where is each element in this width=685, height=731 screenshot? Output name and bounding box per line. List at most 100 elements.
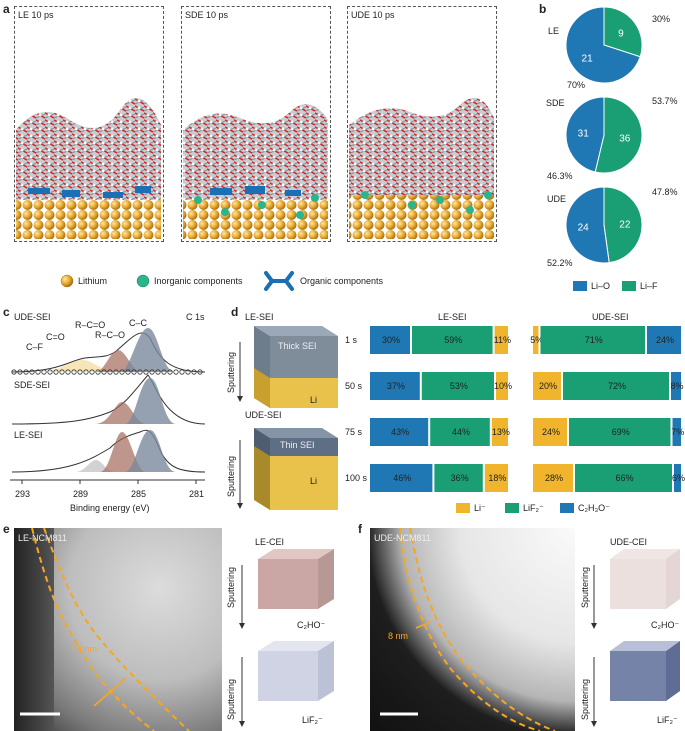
tof-cube-bot-text: Thin SEI <box>280 440 315 450</box>
bar-segment-le <box>496 372 508 400</box>
bar-value-le: 30% <box>382 335 400 345</box>
xps-data-point <box>53 369 59 375</box>
cei-title-le: LE-CEI <box>255 537 285 547</box>
xps-data-point <box>59 369 65 375</box>
xps-data-point <box>41 369 47 375</box>
md-snapshots <box>16 97 494 239</box>
md-box-ude: UDE 10 ps <box>347 6 497 242</box>
md-box-label: LE 10 ps <box>18 10 54 20</box>
xps-data-point <box>143 369 149 375</box>
pie-value-li-o: 24 <box>578 222 590 233</box>
bar-segment-le <box>370 326 410 354</box>
bar-segment-le <box>370 372 420 400</box>
pie-pct-sde-f: 53.7% <box>652 96 678 106</box>
bar-segment-le <box>491 418 508 446</box>
tem-overlay-ude <box>380 528 556 731</box>
legend-swatch-li-f <box>622 281 636 291</box>
pie-pct-le-f: 30% <box>652 14 671 24</box>
xps-tick: 281 <box>189 489 205 499</box>
xps-data-point <box>173 369 179 375</box>
cei-cubes-ude <box>591 549 680 727</box>
xps-data-point <box>191 369 197 375</box>
bar-segment-ude <box>533 326 539 354</box>
xps-data-point <box>77 369 83 375</box>
cei-cube1-label-le: C₂HO⁻ <box>297 620 326 630</box>
xps-spectra <box>10 328 206 484</box>
bar-value-ude: 20% <box>539 381 557 391</box>
legend-li-o: Li–O <box>591 281 611 291</box>
cei-cube2-label-ude: LiF₂⁻ <box>657 715 678 725</box>
cei-cubes-le <box>239 549 334 727</box>
stacked-bar-chart: 1 s 30% 59% 11% 5% 71% 24% 50 s 37% 53% 10% 20% 72% 8… <box>345 326 685 492</box>
bar-segment-ude <box>647 326 681 354</box>
xps-spectrum-le: LE-SEI <box>14 430 43 440</box>
bar-segment-le <box>494 326 508 354</box>
md-box-sde: SDE 10 ps <box>181 6 331 242</box>
bar-segment-ude <box>533 372 561 400</box>
xps-data-point <box>83 369 89 375</box>
xps-label-rco: R–C–O <box>95 330 126 340</box>
pie-label-le: LE <box>548 26 560 36</box>
bar-value-ude: 8% <box>670 381 683 391</box>
pie-pct-sde-o: 46.3% <box>547 171 573 181</box>
bar-segment-ude <box>569 418 671 446</box>
bar-value-ude: 24% <box>542 427 560 437</box>
cei-cube2-label-le: LiF₂⁻ <box>302 715 323 725</box>
bar-segment-le <box>370 464 433 492</box>
md-box-label: UDE 10 ps <box>351 10 395 20</box>
bar-value-le: 18% <box>488 473 506 483</box>
panel-letter-c: c <box>3 305 10 319</box>
pie-value-li-f: 9 <box>618 29 624 40</box>
tem-overlay-le <box>20 528 190 731</box>
organic-molecule-icon <box>264 271 294 291</box>
xps-data-point <box>35 369 41 375</box>
bar-value-ude: 5% <box>530 335 543 345</box>
pie-slice-li-f <box>594 96 643 174</box>
pie-slice-li-f <box>603 6 643 58</box>
pie-value-li-f: 36 <box>619 133 631 144</box>
bar-value-le: 43% <box>391 427 409 437</box>
cei-sputtering-le-1: Sputtering <box>226 566 236 608</box>
md-box-label: SDE 10 ps <box>185 10 229 20</box>
bar-segment-le <box>370 418 429 446</box>
tof-cube-top-li: Li <box>310 395 318 405</box>
xps-data-point <box>155 369 161 375</box>
bar-segment-ude <box>672 418 681 446</box>
tem-image-le <box>14 528 222 731</box>
xps-tick: 285 <box>131 489 147 499</box>
xps-data-point <box>113 369 119 375</box>
cei-sputtering-ude-1: Sputtering <box>580 566 590 608</box>
xps-label-cc: C–C <box>129 318 148 328</box>
tof-cube-bot-li: Li <box>310 476 318 486</box>
xps-data-point <box>149 369 155 375</box>
xps-data-point <box>125 369 131 375</box>
bar-value-le: 13% <box>492 427 510 437</box>
xps-tick: 293 <box>15 489 31 499</box>
xps-data-point <box>179 369 185 375</box>
xps-data-point <box>23 369 29 375</box>
cei-sputtering-ude-2: Sputtering <box>580 678 590 720</box>
bar-segment-ude <box>533 418 567 446</box>
panel-letter-e: e <box>3 522 10 536</box>
pie-label-ude: UDE <box>547 194 567 204</box>
pie-pct-le-o: 70% <box>567 80 586 90</box>
pie-slice-li-o <box>565 96 605 173</box>
xps-data-point <box>137 369 143 375</box>
pie-value-li-o: 21 <box>582 53 594 64</box>
legend-li-f: Li–F <box>640 281 658 291</box>
tof-cube-bot-title: UDE-SEI <box>245 410 282 420</box>
bar-segment-ude <box>533 464 573 492</box>
tof-sputtering-2: Sputtering <box>226 455 236 497</box>
bar-row-label: 100 s <box>345 473 368 483</box>
bar-value-le: 53% <box>450 381 468 391</box>
pie-label-sde: SDE <box>546 98 565 108</box>
bar-segment-ude <box>671 372 681 400</box>
tof-cube-top-text: Thick SEI <box>278 341 317 351</box>
xps-data-point <box>101 369 107 375</box>
xps-header-left: UDE-SEI <box>14 312 51 322</box>
bar-segment-ude <box>563 372 669 400</box>
cei-cube1-label-ude: C₂HO⁻ <box>651 620 680 630</box>
pie-pct-ude-o: 52.2% <box>547 258 573 268</box>
bar-value-le: 11% <box>494 335 511 345</box>
legend-lithium: Lithium <box>78 276 108 286</box>
